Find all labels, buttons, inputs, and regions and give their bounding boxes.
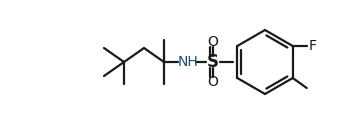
Text: O: O xyxy=(207,35,219,49)
Text: F: F xyxy=(309,39,317,53)
Text: S: S xyxy=(207,53,219,71)
Text: O: O xyxy=(207,75,219,89)
Text: NH: NH xyxy=(177,55,198,69)
